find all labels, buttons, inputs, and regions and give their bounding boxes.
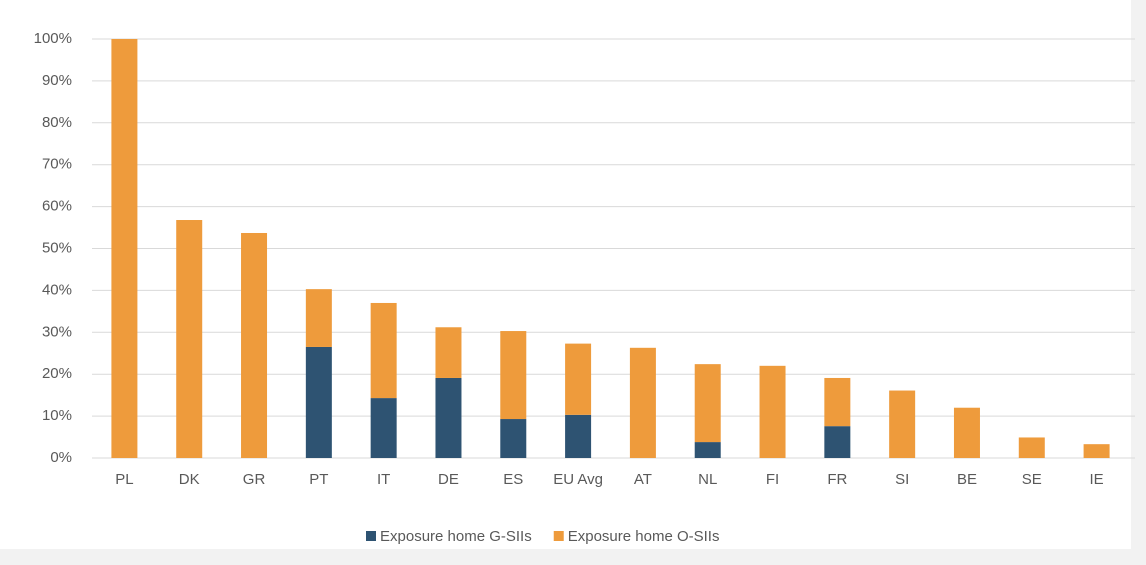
- x-tick-label: EU Avg: [553, 471, 603, 488]
- bar-segment: [241, 232, 268, 458]
- bar-segment: [824, 377, 851, 427]
- bar-segment: [694, 364, 721, 443]
- legend-swatch: [553, 531, 564, 541]
- bar-segment: [500, 419, 527, 458]
- x-tick-label: SE: [1022, 471, 1042, 488]
- y-tick-label: 20%: [42, 365, 72, 382]
- bar-segment: [435, 377, 462, 458]
- y-tick-label: 70%: [42, 156, 72, 173]
- bar-segment: [1083, 444, 1110, 458]
- chart-area: [0, 0, 1131, 549]
- bar-segment: [111, 39, 138, 458]
- x-tick-label: NL: [698, 471, 717, 488]
- legend-label: Exposure home G-SIIs: [380, 528, 532, 545]
- y-tick-label: 100%: [34, 30, 72, 47]
- bar-segment: [629, 347, 656, 458]
- bar-segment: [305, 289, 332, 347]
- x-tick-label: ES: [503, 471, 523, 488]
- x-tick-label: AT: [634, 471, 652, 488]
- y-tick-label: 0%: [50, 449, 72, 466]
- x-tick-label: PL: [115, 471, 133, 488]
- y-tick-label: 80%: [42, 114, 72, 131]
- x-tick-label: DK: [179, 471, 200, 488]
- x-tick-label: PT: [309, 471, 328, 488]
- x-tick-label: GR: [243, 471, 266, 488]
- y-tick-label: 30%: [42, 323, 72, 340]
- y-tick-label: 40%: [42, 281, 72, 298]
- bar-segment: [435, 327, 462, 378]
- legend-label: Exposure home O-SIIs: [568, 528, 720, 545]
- x-tick-label: SI: [895, 471, 909, 488]
- bar-segment: [759, 365, 786, 458]
- legend-swatch: [366, 531, 376, 541]
- bar-segment: [500, 331, 527, 420]
- y-tick-label: 60%: [42, 198, 72, 215]
- bar-segment: [305, 346, 332, 458]
- bar-segment: [565, 343, 592, 415]
- bar-segment: [1018, 437, 1045, 458]
- x-tick-label: IT: [377, 471, 390, 488]
- bar-segment: [565, 414, 592, 458]
- bar-segment: [370, 398, 397, 458]
- y-tick-label: 10%: [42, 407, 72, 424]
- y-tick-label: 50%: [42, 239, 72, 256]
- x-tick-label: BE: [957, 471, 977, 488]
- x-tick-label: FI: [766, 471, 779, 488]
- bar-segment: [824, 426, 851, 458]
- x-tick-label: FR: [827, 471, 847, 488]
- y-tick-label: 90%: [42, 72, 72, 89]
- x-tick-label: DE: [438, 471, 459, 488]
- bar-segment: [694, 442, 721, 458]
- bar-segment: [176, 220, 203, 458]
- bar-segment: [370, 302, 397, 399]
- x-tick-label: IE: [1090, 471, 1104, 488]
- bar-segment: [953, 407, 980, 458]
- bar-segment: [889, 390, 916, 458]
